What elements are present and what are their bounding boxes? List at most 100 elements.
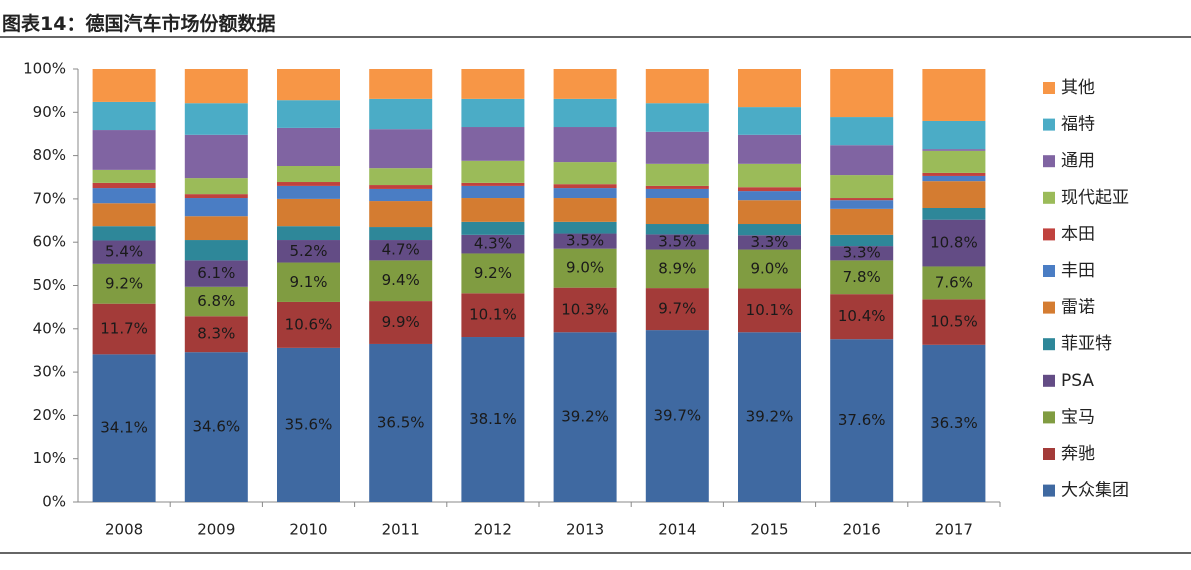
- legend-swatch: [1043, 374, 1055, 387]
- bar-segment: [184, 134, 248, 179]
- y-tick-label: 40%: [33, 319, 66, 337]
- data-label: 4.3%: [474, 235, 512, 253]
- bar-segment: [461, 293, 525, 338]
- x-tick-label: 2013: [566, 521, 604, 539]
- bar-segment: [922, 266, 986, 300]
- bar-segment: [830, 208, 894, 235]
- bar-segment: [461, 182, 525, 186]
- legend-label: 现代起亚: [1061, 188, 1129, 208]
- bar-segment: [369, 185, 433, 189]
- x-tick-label: 2011: [382, 521, 420, 539]
- bar-segment: [922, 175, 986, 182]
- bar-segment: [184, 103, 248, 135]
- bar-segment: [92, 354, 156, 502]
- bar-segment: [645, 163, 709, 186]
- bar-segment: [277, 301, 340, 348]
- bar-segment: [92, 263, 156, 304]
- bar-segment: [553, 98, 617, 128]
- y-tick-label: 60%: [33, 233, 66, 251]
- bar-segment: [369, 188, 433, 202]
- bar-segment: [830, 294, 894, 340]
- data-label: 5.4%: [105, 243, 143, 261]
- bar-segment: [277, 127, 340, 166]
- legend-label: PSA: [1061, 371, 1094, 391]
- bar-segment: [922, 150, 986, 173]
- data-label: 9.4%: [382, 271, 420, 289]
- bar-segment: [922, 344, 986, 502]
- data-label: 39.7%: [653, 407, 701, 425]
- bar-segment: [277, 165, 340, 183]
- y-tick-label: 100%: [23, 60, 66, 78]
- bar-segment: [277, 198, 340, 227]
- bar-segment: [369, 301, 433, 344]
- bar-segment: [830, 117, 894, 146]
- data-label: 5.2%: [289, 242, 327, 260]
- bar-segment: [184, 260, 248, 287]
- data-label: 3.5%: [566, 232, 604, 250]
- bar-segment: [738, 163, 801, 188]
- bar-segment: [369, 168, 433, 186]
- bar-segment: [369, 98, 433, 130]
- bar-segment: [738, 224, 801, 236]
- data-label: 9.0%: [566, 259, 604, 277]
- bar-segment: [738, 69, 801, 108]
- bar-segment: [92, 169, 156, 183]
- bar-segment: [277, 185, 340, 199]
- bar-segment: [277, 226, 340, 241]
- data-label: 10.4%: [838, 307, 886, 325]
- bar-segment: [461, 185, 525, 199]
- bar-segment: [369, 343, 433, 502]
- data-label: 38.1%: [469, 410, 517, 428]
- bar-segment: [277, 100, 340, 128]
- bar-segment: [922, 69, 986, 121]
- data-label: 36.3%: [930, 414, 978, 432]
- bar-segment: [645, 330, 709, 502]
- y-tick-label: 20%: [33, 406, 66, 424]
- bar-segment: [553, 127, 617, 163]
- bar-segment: [92, 226, 156, 241]
- bar-segment: [553, 221, 617, 234]
- bar-segment: [277, 347, 340, 502]
- x-tick-label: 2012: [474, 521, 512, 539]
- x-tick-label: 2016: [843, 521, 881, 539]
- legend-label: 其他: [1061, 78, 1095, 98]
- bar-segment: [184, 198, 248, 217]
- legend-swatch: [1043, 155, 1055, 168]
- data-label: 3.5%: [658, 232, 696, 250]
- bar-segment: [738, 332, 801, 502]
- bar-segment: [553, 332, 617, 502]
- bar-segment: [830, 200, 894, 209]
- legend-label: 本田: [1061, 224, 1095, 244]
- y-tick-label: 50%: [33, 276, 66, 294]
- bar-segment: [277, 262, 340, 302]
- bar-segment: [277, 240, 340, 263]
- bar-segment: [184, 316, 248, 353]
- bar-segment: [184, 240, 248, 261]
- y-tick-label: 30%: [33, 363, 66, 381]
- bar-segment: [92, 182, 156, 189]
- bar-segment: [922, 149, 986, 151]
- data-label: 10.5%: [930, 313, 978, 331]
- legend-swatch: [1043, 301, 1055, 314]
- bar-segment: [92, 69, 156, 102]
- bar-segment: [92, 101, 156, 131]
- bar-segment: [830, 260, 894, 295]
- bar-segment: [738, 187, 801, 192]
- bar-segment: [277, 182, 340, 186]
- legend-swatch: [1043, 411, 1055, 424]
- legend-swatch: [1043, 228, 1055, 241]
- bar-segment: [645, 131, 709, 164]
- bar-segment: [738, 235, 801, 250]
- bar-segment: [645, 185, 709, 189]
- data-label: 3.3%: [750, 233, 788, 251]
- bar-segment: [645, 249, 709, 289]
- data-label: 10.6%: [285, 315, 333, 333]
- bar-segment: [369, 69, 433, 99]
- legend-label: 大众集团: [1061, 481, 1129, 501]
- bar-segment: [369, 240, 433, 261]
- bar-segment: [461, 253, 525, 294]
- bar-segment: [184, 216, 248, 241]
- bar-segment: [922, 172, 986, 176]
- data-label: 9.2%: [474, 264, 512, 282]
